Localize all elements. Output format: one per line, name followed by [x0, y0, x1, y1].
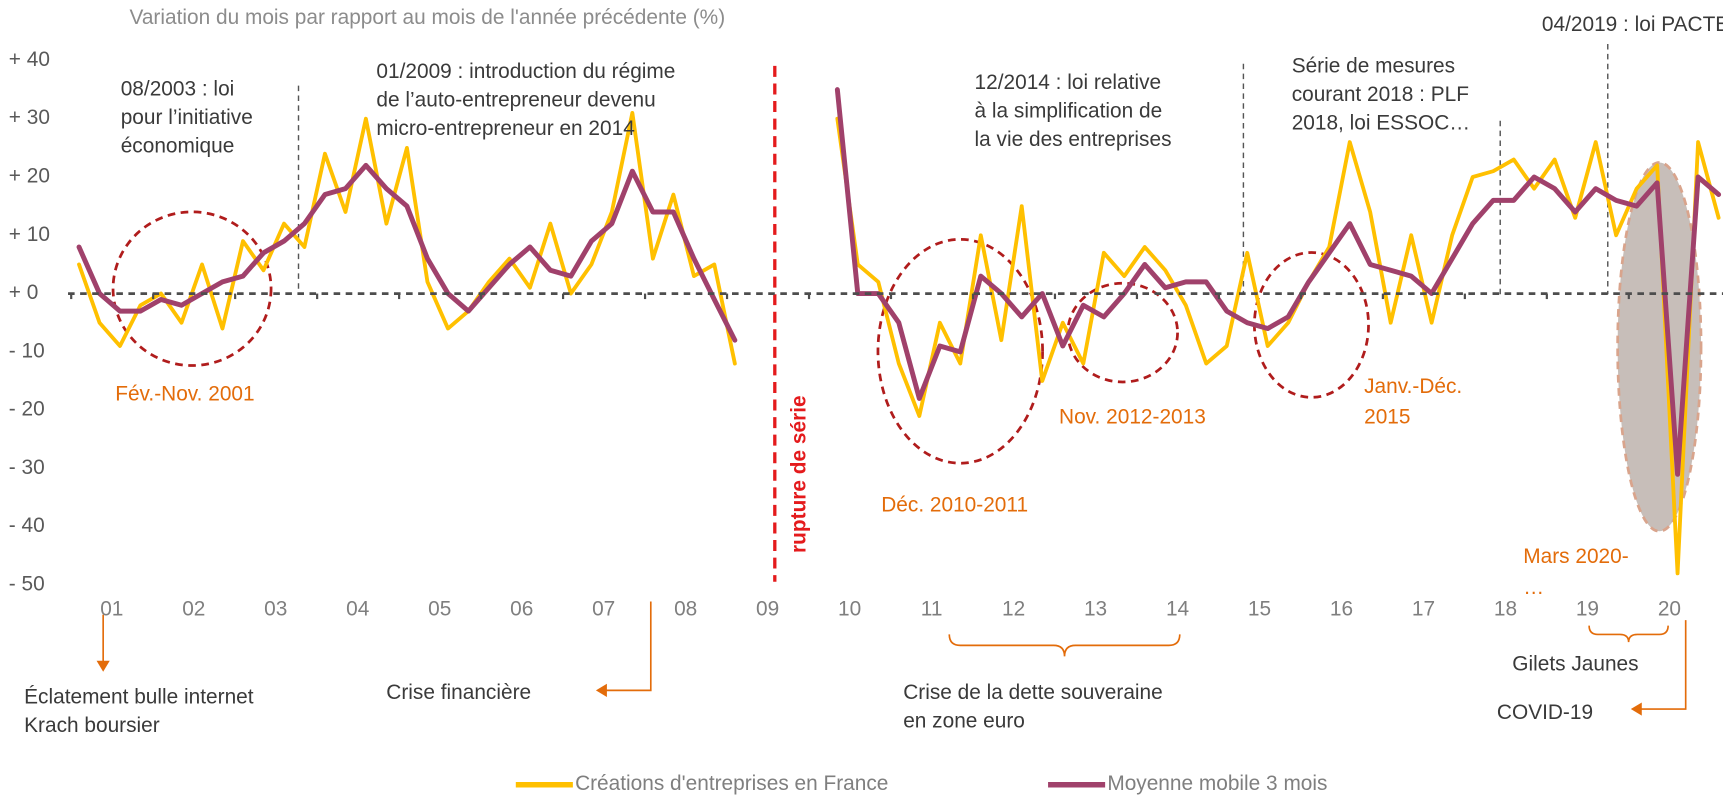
series-lines — [76, 87, 1722, 576]
y-tick-label: - 10 — [9, 339, 45, 362]
annotation: micro-entrepreneur en 2014 — [376, 117, 634, 140]
x-tick-label: 05 — [428, 598, 451, 621]
annotation: … — [1523, 576, 1544, 599]
y-tick-label: + 40 — [9, 48, 50, 71]
annotation: Éclatement bulle internet — [24, 686, 254, 709]
annotation: Janv.-Déc. — [1364, 375, 1462, 398]
x-tick-label: 20 — [1658, 598, 1681, 621]
plot-area — [76, 87, 1722, 576]
y-tick-label: + 20 — [9, 165, 50, 188]
x-tick-label: 03 — [264, 598, 287, 621]
x-tick-label: 12 — [1002, 598, 1025, 621]
annotation: 01/2009 : introduction du régime — [376, 60, 675, 83]
x-tick-label: 07 — [592, 598, 615, 621]
arrowhead — [96, 660, 110, 672]
highlight-ellipse — [876, 237, 1044, 465]
legend-label: Moyenne mobile 3 mois — [1107, 772, 1327, 795]
annotation: 2015 — [1364, 406, 1410, 429]
arrow — [604, 601, 652, 692]
y-tick-label: - 40 — [9, 514, 45, 537]
annotation: Gilets Jaunes — [1512, 653, 1638, 676]
x-tick-label: 13 — [1084, 598, 1107, 621]
x-tick-label: 16 — [1330, 598, 1353, 621]
y-tick-label: - 50 — [9, 573, 45, 596]
x-tick-label: 04 — [346, 598, 369, 621]
annotation: à la simplification de — [975, 100, 1163, 123]
annotation: COVID-19 — [1497, 701, 1593, 724]
chart-subtitle: Variation du mois par rapport au mois de… — [129, 6, 725, 29]
annotation: 08/2003 : loi — [121, 78, 235, 101]
annotation: Nov. 2012-2013 — [1059, 406, 1206, 429]
arrow — [1639, 620, 1687, 710]
x-tick-label: 18 — [1494, 598, 1517, 621]
x-tick-label: 08 — [674, 598, 697, 621]
annotation: Déc. 2010-2011 — [881, 494, 1028, 517]
annotation: économique — [121, 135, 235, 158]
arrowhead — [1630, 702, 1642, 716]
annotation: Krach boursier — [24, 714, 160, 737]
y-tick-label: + 30 — [9, 106, 50, 129]
y-tick-label: - 20 — [9, 398, 45, 421]
y-tick-label: + 0 — [9, 281, 39, 304]
annotation: Crise financière — [386, 681, 531, 704]
legend-label: Créations d'entreprises en France — [575, 772, 888, 795]
y-tick-label: + 10 — [9, 223, 50, 246]
x-tick-label: 11 — [921, 598, 943, 621]
annotation: 2018, loi ESSOC… — [1292, 112, 1470, 135]
y-tick-label: - 30 — [9, 456, 45, 479]
x-tick-label: 19 — [1576, 598, 1599, 621]
annotation: Crise de la dette souveraine — [903, 681, 1163, 704]
annotation: Série de mesures — [1292, 55, 1455, 78]
annotation: Mars 2020- — [1523, 545, 1628, 568]
brace — [1588, 625, 1669, 643]
annotation: 04/2019 : loi PACTE — [1542, 13, 1723, 36]
x-tick-label: 02 — [182, 598, 205, 621]
annotation: Fév.-Nov. 2001 — [115, 383, 254, 406]
brace — [948, 634, 1181, 657]
annotation: en zone euro — [903, 710, 1025, 733]
x-tick-label: 10 — [838, 598, 861, 621]
arrowhead — [595, 683, 607, 697]
annotation: pour l’initiative — [121, 106, 253, 129]
x-tick-label: 15 — [1248, 598, 1271, 621]
series-line — [76, 87, 1722, 477]
x-tick-label: 14 — [1166, 598, 1189, 621]
highlight-ellipse — [111, 210, 273, 367]
annotation: de l’auto-entrepreneur devenu — [376, 89, 655, 112]
annotation: rupture de série — [788, 395, 811, 553]
x-tick-label: 09 — [756, 598, 779, 621]
x-tick-label: 01 — [100, 598, 123, 621]
annotation: courant 2018 : PLF — [1292, 83, 1469, 106]
annotation: 12/2014 : loi relative — [975, 71, 1162, 94]
x-tick-label: 17 — [1412, 598, 1435, 621]
x-tick-label: 06 — [510, 598, 533, 621]
annotation: la vie des entreprises — [975, 128, 1172, 151]
